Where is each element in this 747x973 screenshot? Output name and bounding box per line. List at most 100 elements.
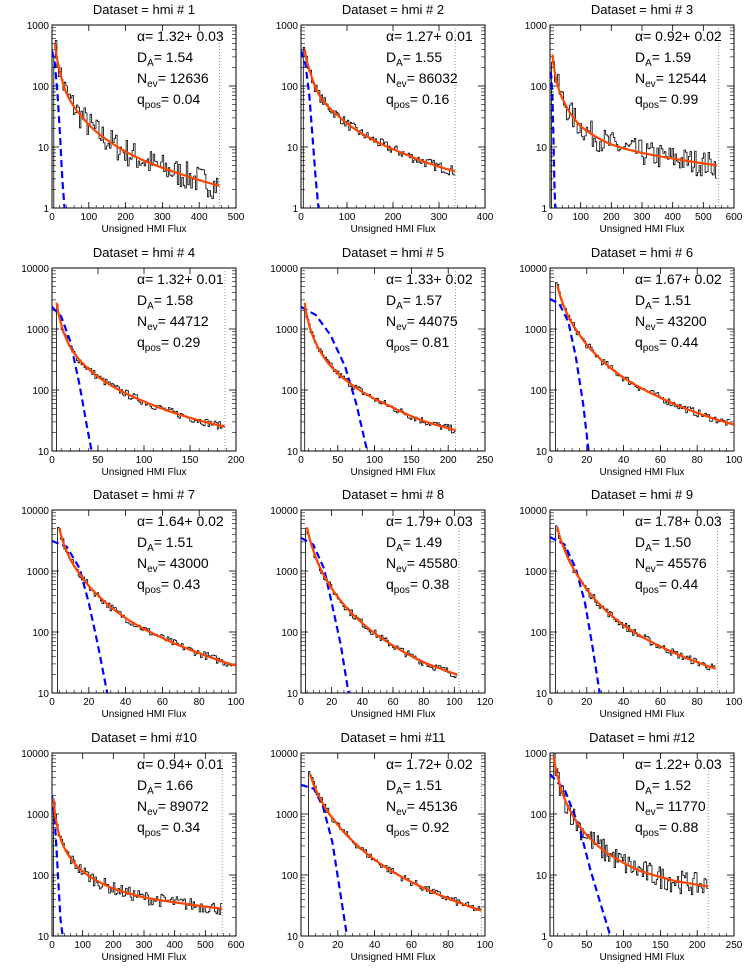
x-tick-label: 300 bbox=[431, 212, 448, 223]
chart-title: Dataset = hmi # 8 bbox=[342, 487, 444, 502]
y-tick-label: 10 bbox=[536, 871, 548, 882]
x-tick-label: 0 bbox=[298, 940, 304, 951]
y-tick-label: 1 bbox=[43, 204, 49, 215]
y-tick-label: 10 bbox=[536, 143, 548, 154]
chart-panel-2: Dataset = hmi # 2 0 100 200 300 400 1 10 100 1000… bbox=[249, 0, 498, 243]
histogram-series bbox=[551, 61, 718, 208]
y-tick-label: 10000 bbox=[21, 749, 49, 760]
plot-area bbox=[52, 268, 226, 451]
nev-annotation: Nev= 89072 bbox=[137, 798, 209, 818]
chart-svg-12: Dataset = hmi #12 0 50 100 150 200 250 1 10 100 10… bbox=[525, 730, 743, 963]
x-tick-label: 40 bbox=[357, 697, 369, 708]
x-tick-label: 200 bbox=[385, 212, 402, 223]
x-tick-label: 500 bbox=[197, 940, 214, 951]
x-tick-label: 150 bbox=[652, 940, 669, 951]
fit-series bbox=[58, 528, 236, 667]
x-tick-label: 60 bbox=[655, 697, 667, 708]
y-tick-label: 1000 bbox=[525, 749, 548, 760]
alpha-annotation: α= 1.22+ 0.03 bbox=[635, 756, 722, 772]
x-tick-label: 80 bbox=[692, 697, 704, 708]
x-tick-label: 100 bbox=[74, 940, 91, 951]
x-tick-label: 0 bbox=[547, 940, 553, 951]
chart-panel-10: Dataset = hmi #10 0 100 200 300 400 500 600 10 10… bbox=[0, 728, 249, 971]
x-axis-label: Unsigned HMI Flux bbox=[350, 467, 435, 478]
qpos-annotation: qpos= 0.99 bbox=[635, 91, 698, 111]
plot-frame bbox=[549, 267, 735, 452]
nev-annotation: Nev= 12544 bbox=[635, 70, 707, 90]
x-tick-label: 150 bbox=[403, 455, 420, 466]
fit-series bbox=[55, 302, 226, 428]
x-tick-label: 20 bbox=[326, 697, 338, 708]
alpha-annotation: α= 1.27+ 0.01 bbox=[386, 28, 473, 44]
x-tick-label: 0 bbox=[298, 455, 304, 466]
histogram-series bbox=[302, 46, 456, 208]
x-tick-label: 400 bbox=[477, 212, 494, 223]
fit-series bbox=[53, 43, 220, 187]
x-tick-label: 200 bbox=[105, 940, 122, 951]
gaussian-series bbox=[301, 783, 349, 936]
plot-area bbox=[550, 510, 718, 693]
y-tick-label: 10 bbox=[38, 143, 50, 154]
fit-series bbox=[306, 527, 458, 676]
x-tick-label: 100 bbox=[366, 455, 383, 466]
histogram-series bbox=[53, 40, 220, 208]
x-axis-label: Unsigned HMI Flux bbox=[350, 709, 435, 720]
qpos-annotation: qpos= 0.44 bbox=[635, 576, 698, 596]
y-tick-label: 100 bbox=[32, 82, 49, 93]
y-tick-label: 1 bbox=[292, 204, 298, 215]
x-axis-label: Unsigned HMI Flux bbox=[101, 952, 186, 963]
gaussian-series bbox=[52, 50, 66, 208]
alpha-annotation: α= 0.92+ 0.02 bbox=[635, 28, 722, 44]
y-tick-label: 1000 bbox=[276, 325, 299, 336]
x-tick-label: 0 bbox=[298, 212, 304, 223]
fit-series bbox=[551, 54, 718, 167]
x-tick-label: 50 bbox=[92, 455, 104, 466]
nev-annotation: Nev= 44712 bbox=[137, 313, 209, 333]
y-tick-label: 10000 bbox=[21, 264, 49, 275]
gaussian-series bbox=[550, 773, 612, 936]
x-axis-label: Unsigned HMI Flux bbox=[350, 952, 435, 963]
y-tick-label: 10 bbox=[38, 932, 50, 943]
qpos-annotation: qpos= 0.38 bbox=[386, 576, 449, 596]
x-tick-label: 60 bbox=[655, 455, 667, 466]
y-tick-label: 100 bbox=[32, 628, 49, 639]
chart-svg-9: Dataset = hmi # 9 0 20 40 60 80 100 10 100 1000 10… bbox=[519, 487, 743, 720]
x-tick-label: 500 bbox=[695, 212, 712, 223]
x-axis-label: Unsigned HMI Flux bbox=[599, 952, 684, 963]
nev-annotation: Nev= 43200 bbox=[635, 313, 707, 333]
qpos-annotation: qpos= 0.34 bbox=[137, 819, 200, 839]
x-tick-label: 100 bbox=[228, 697, 245, 708]
x-tick-label: 50 bbox=[332, 455, 344, 466]
x-tick-label: 0 bbox=[547, 212, 553, 223]
fit-series bbox=[52, 798, 223, 910]
alpha-annotation: α= 1.72+ 0.02 bbox=[386, 756, 473, 772]
x-tick-label: 400 bbox=[191, 212, 208, 223]
y-tick-label: 1000 bbox=[27, 810, 50, 821]
x-tick-label: 200 bbox=[228, 455, 245, 466]
plot-area bbox=[52, 510, 236, 693]
gaussian-series bbox=[550, 298, 590, 451]
chart-panel-3: Dataset = hmi # 3 0 100 200 300 400 500 600 1 10 1… bbox=[498, 0, 747, 243]
chart-title: Dataset = hmi # 6 bbox=[591, 245, 693, 260]
x-tick-label: 80 bbox=[194, 697, 206, 708]
y-tick-label: 100 bbox=[281, 628, 298, 639]
da-annotation: DA= 1.49 bbox=[386, 534, 442, 554]
y-tick-label: 1000 bbox=[525, 567, 548, 578]
x-tick-label: 120 bbox=[477, 697, 494, 708]
da-annotation: DA= 1.51 bbox=[386, 777, 442, 797]
chart-title: Dataset = hmi # 4 bbox=[93, 245, 195, 260]
chart-svg-1: Dataset = hmi # 1 0 100 200 300 400 500 1 10 100 1… bbox=[27, 2, 245, 235]
gaussian-series bbox=[52, 539, 109, 693]
fit-series bbox=[556, 527, 716, 670]
da-annotation: DA= 1.66 bbox=[137, 777, 193, 797]
x-tick-label: 40 bbox=[120, 697, 132, 708]
x-axis-label: Unsigned HMI Flux bbox=[599, 224, 684, 235]
x-tick-label: 250 bbox=[477, 455, 494, 466]
x-axis-label: Unsigned HMI Flux bbox=[350, 224, 435, 235]
fit-series bbox=[303, 302, 456, 432]
chart-title: Dataset = hmi # 3 bbox=[591, 2, 693, 17]
plot-area bbox=[301, 753, 482, 936]
y-tick-label: 100 bbox=[530, 628, 547, 639]
alpha-annotation: α= 1.32+ 0.03 bbox=[137, 28, 224, 44]
